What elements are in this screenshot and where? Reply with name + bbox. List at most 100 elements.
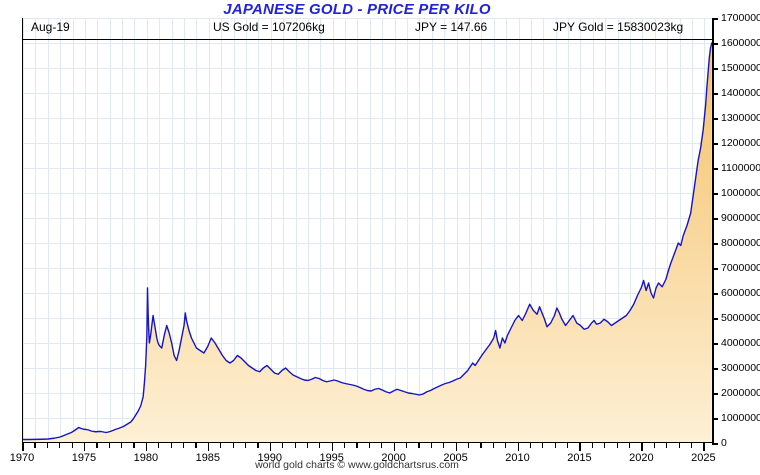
x-axis-tick-minor	[344, 443, 346, 448]
x-axis-tick-minor	[418, 443, 420, 448]
grid-line-vertical	[60, 18, 62, 442]
x-axis-tick-major	[269, 443, 272, 451]
grid-line-horizontal	[23, 368, 712, 369]
x-axis-tick-minor	[34, 443, 36, 448]
x-axis-tick-major	[517, 443, 519, 451]
grid-line-vertical	[493, 18, 495, 442]
x-axis-tick-minor	[690, 443, 693, 448]
x-axis-tick-minor	[294, 443, 296, 448]
y-axis-tick	[712, 443, 718, 445]
grid-line-vertical	[506, 18, 508, 442]
plot-inner	[23, 18, 712, 442]
x-axis-tick-minor	[220, 443, 222, 448]
y-axis-tick	[712, 18, 718, 20]
grid-line-horizontal	[23, 43, 712, 44]
grid-line-vertical	[456, 18, 458, 442]
header-us-gold-label: US Gold = 107206kg	[213, 20, 325, 34]
price-series-area	[23, 42, 712, 442]
x-axis-tick-minor	[406, 443, 408, 448]
y-axis-tick-label: 1000000	[721, 187, 760, 199]
grid-line-vertical	[642, 18, 644, 442]
x-axis-tick-minor	[183, 443, 185, 448]
x-axis-tick-minor	[678, 443, 680, 448]
y-axis-tick-label: 1500000	[721, 62, 760, 74]
x-axis-tick-minor	[567, 443, 569, 448]
x-axis-tick-label: 2000	[381, 452, 406, 464]
x-axis-tick-minor	[133, 443, 135, 448]
grid-line-horizontal	[23, 118, 712, 119]
grid-line-horizontal	[23, 243, 712, 244]
grid-line-vertical	[357, 18, 359, 442]
x-axis-tick-minor	[467, 443, 470, 448]
x-axis-tick-major	[207, 443, 210, 451]
x-axis-tick-major	[579, 443, 581, 451]
header-jpy-gold-label: JPY Gold = 15830023kg	[553, 20, 684, 34]
y-axis-tick-label: 7000000	[721, 262, 760, 274]
y-axis-tick-label: 4000000	[721, 337, 760, 349]
x-axis-tick-label: 1975	[71, 452, 97, 464]
grid-line-vertical	[208, 18, 210, 442]
grid-line-vertical	[468, 18, 470, 442]
y-axis-tick	[712, 68, 718, 70]
x-axis-tick-minor	[121, 443, 123, 448]
grid-line-vertical	[134, 18, 136, 442]
grid-line-vertical	[679, 18, 681, 442]
grid-line-horizontal	[23, 218, 712, 219]
grid-line-horizontal	[23, 318, 712, 319]
y-axis-tick	[712, 193, 718, 195]
x-axis-tick-minor	[604, 443, 606, 448]
grid-line-vertical	[283, 18, 285, 442]
grid-line-vertical	[184, 18, 186, 442]
grid-line-horizontal	[23, 193, 712, 194]
y-axis-tick	[712, 393, 718, 395]
y-axis-tick	[712, 368, 718, 370]
x-axis-tick-major	[393, 443, 396, 451]
y-axis-line	[712, 18, 714, 443]
x-axis-tick-major	[455, 443, 458, 451]
grid-line-vertical	[171, 18, 173, 442]
grid-line-horizontal	[23, 293, 712, 294]
area-fill	[23, 43, 712, 442]
x-axis-tick-label: 2005	[443, 452, 468, 464]
y-axis-tick	[712, 218, 718, 220]
x-axis-tick-minor	[443, 443, 445, 448]
grid-line-vertical	[568, 18, 570, 442]
page-title: JAPANESE GOLD - PRICE PER KILO	[223, 1, 491, 18]
grid-line-vertical	[592, 18, 594, 442]
y-axis-tick-label: 1300000	[721, 112, 760, 124]
grid-line-horizontal	[23, 268, 712, 269]
x-axis-tick-major	[703, 443, 705, 451]
grid-line-vertical	[345, 18, 347, 442]
grid-line-vertical	[97, 18, 99, 442]
grid-line-vertical	[543, 18, 545, 442]
plot-area: Aug-19 US Gold = 107206kg JPY = 147.66 J…	[22, 18, 712, 443]
x-axis-tick-minor	[306, 443, 309, 448]
grid-line-vertical	[667, 18, 669, 442]
grid-line-vertical	[221, 18, 223, 442]
x-axis-tick-minor	[492, 443, 494, 448]
x-axis-tick-label: 1990	[257, 452, 282, 464]
y-axis-tick	[712, 318, 718, 320]
x-axis-tick-minor	[381, 443, 383, 448]
y-axis-tick-label: 2000000	[721, 387, 760, 399]
x-axis-tick-minor	[505, 443, 507, 448]
grid-line-vertical	[159, 18, 161, 442]
grid-line-vertical	[481, 18, 483, 442]
y-axis-tick-label: 9000000	[721, 212, 760, 224]
grid-line-vertical	[369, 18, 371, 442]
y-axis-tick-label: 6000000	[721, 287, 760, 299]
y-axis-tick-label: 1000000	[721, 412, 760, 424]
x-axis-tick-minor	[59, 443, 61, 448]
y-axis-tick	[712, 293, 718, 295]
grid-line-vertical	[518, 18, 520, 442]
x-axis-tick-major	[83, 443, 86, 451]
grid-line-vertical	[617, 18, 619, 442]
grid-line-vertical	[332, 18, 334, 442]
grid-line-vertical	[47, 18, 49, 442]
header-jpy-rate-label: JPY = 147.66	[415, 20, 488, 34]
x-axis-tick-minor	[368, 443, 371, 448]
grid-line-vertical	[295, 18, 297, 442]
grid-line-horizontal	[23, 93, 712, 94]
x-axis-tick-minor	[96, 443, 98, 448]
y-axis-tick	[712, 93, 718, 95]
